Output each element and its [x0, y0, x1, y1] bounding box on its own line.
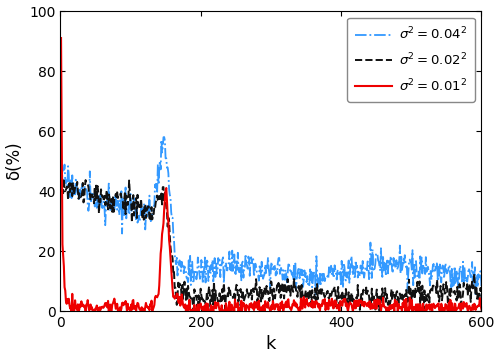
$\sigma^2=0.01^2$	[452, 302, 458, 306]
$\sigma^2=0.01^2$	[394, 299, 400, 304]
$\sigma^2=0.04^2$	[84, 202, 90, 206]
$\sigma^2=0.01^2$	[68, 309, 74, 313]
$\sigma^2=0.01^2$	[466, 304, 472, 308]
$\sigma^2=0.04^2$	[466, 269, 472, 273]
$\sigma^2=0.01^2$	[479, 309, 485, 313]
Line: $\sigma^2=0.02^2$: $\sigma^2=0.02^2$	[61, 172, 482, 311]
Line: $\sigma^2=0.04^2$: $\sigma^2=0.04^2$	[61, 137, 482, 311]
Y-axis label: δ(%): δ(%)	[6, 142, 24, 180]
$\sigma^2=0.04^2$	[479, 309, 485, 313]
$\sigma^2=0.02^2$	[138, 206, 143, 210]
$\sigma^2=0.01^2$	[58, 36, 64, 40]
$\sigma^2=0.02^2$	[479, 309, 485, 313]
$\sigma^2=0.02^2$	[190, 309, 196, 313]
$\sigma^2=0.02^2$	[86, 185, 91, 189]
$\sigma^2=0.04^2$	[452, 264, 458, 269]
$\sigma^2=0.04^2$	[394, 264, 400, 269]
$\sigma^2=0.04^2$	[58, 172, 64, 176]
$\sigma^2=0.04^2$	[136, 219, 142, 223]
$\sigma^2=0.04^2$	[198, 273, 203, 277]
Legend: $\sigma^2=0.04^2$, $\sigma^2=0.02^2$, $\sigma^2=0.01^2$: $\sigma^2=0.04^2$, $\sigma^2=0.02^2$, $\…	[348, 18, 474, 102]
$\sigma^2=0.02^2$	[59, 170, 65, 174]
$\sigma^2=0.02^2$	[395, 295, 401, 300]
Line: $\sigma^2=0.01^2$: $\sigma^2=0.01^2$	[61, 38, 482, 311]
$\sigma^2=0.01^2$	[198, 301, 203, 306]
X-axis label: k: k	[266, 335, 276, 354]
$\sigma^2=0.02^2$	[467, 288, 473, 293]
$\sigma^2=0.01^2$	[86, 304, 91, 309]
$\sigma^2=0.01^2$	[138, 308, 143, 312]
$\sigma^2=0.02^2$	[198, 293, 204, 298]
$\sigma^2=0.04^2$	[161, 135, 167, 139]
$\sigma^2=0.02^2$	[452, 292, 458, 297]
$\sigma^2=0.02^2$	[58, 184, 64, 188]
